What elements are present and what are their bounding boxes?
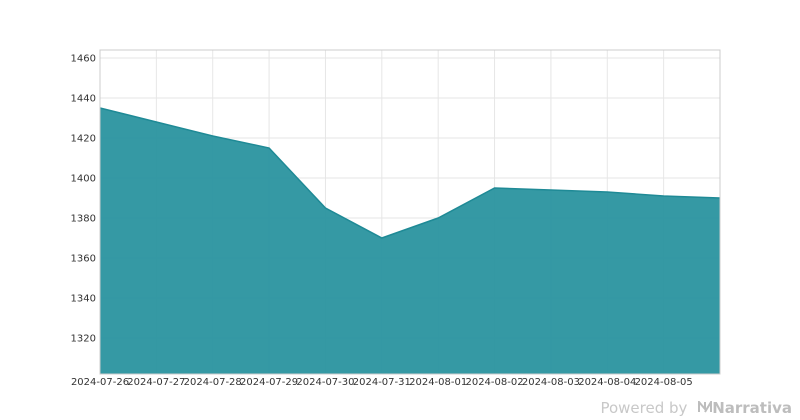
- watermark-brand: Narrativa: [712, 399, 792, 417]
- plot-frame: [99, 49, 721, 375]
- powered-by-watermark[interactable]: Powered by Narrativa: [600, 398, 792, 417]
- x-tick-label: 2024-08-03: [522, 377, 580, 388]
- y-tick-label: 1380: [71, 214, 96, 225]
- y-tick-label: 1360: [71, 254, 96, 265]
- x-tick-label: 2024-07-26: [71, 377, 129, 388]
- area-line: [99, 107, 721, 239]
- x-tick-label: 2024-07-29: [240, 377, 298, 388]
- narrativa-logo-icon: [698, 398, 713, 417]
- x-tick-label: 2024-07-30: [296, 377, 354, 388]
- y-tick-label: 1400: [71, 174, 96, 185]
- x-tick-label: 2024-08-02: [465, 377, 523, 388]
- y-tick-label: 1440: [71, 94, 96, 105]
- y-tick-label: 1460: [71, 54, 96, 65]
- y-tick-label: 1340: [71, 294, 96, 305]
- x-tick-label: 2024-08-01: [409, 377, 467, 388]
- area-series: [99, 107, 721, 374]
- x-tick-label: 2024-08-04: [578, 377, 636, 388]
- x-axis: 2024-07-262024-07-272024-07-282024-07-29…: [71, 377, 693, 388]
- x-tick-label: 2024-07-31: [353, 377, 411, 388]
- y-tick-label: 1420: [71, 134, 96, 145]
- watermark-prefix: Powered by: [600, 399, 688, 417]
- x-tick-label: 2024-07-28: [184, 377, 242, 388]
- x-tick-label: 2024-07-27: [127, 377, 185, 388]
- y-tick-label: 1320: [71, 334, 96, 345]
- x-tick-label: 2024-08-05: [635, 377, 693, 388]
- area-fill: [100, 108, 720, 374]
- y-axis: 1320 1340 1360 1380 1400 1420 1440 1460: [71, 54, 96, 345]
